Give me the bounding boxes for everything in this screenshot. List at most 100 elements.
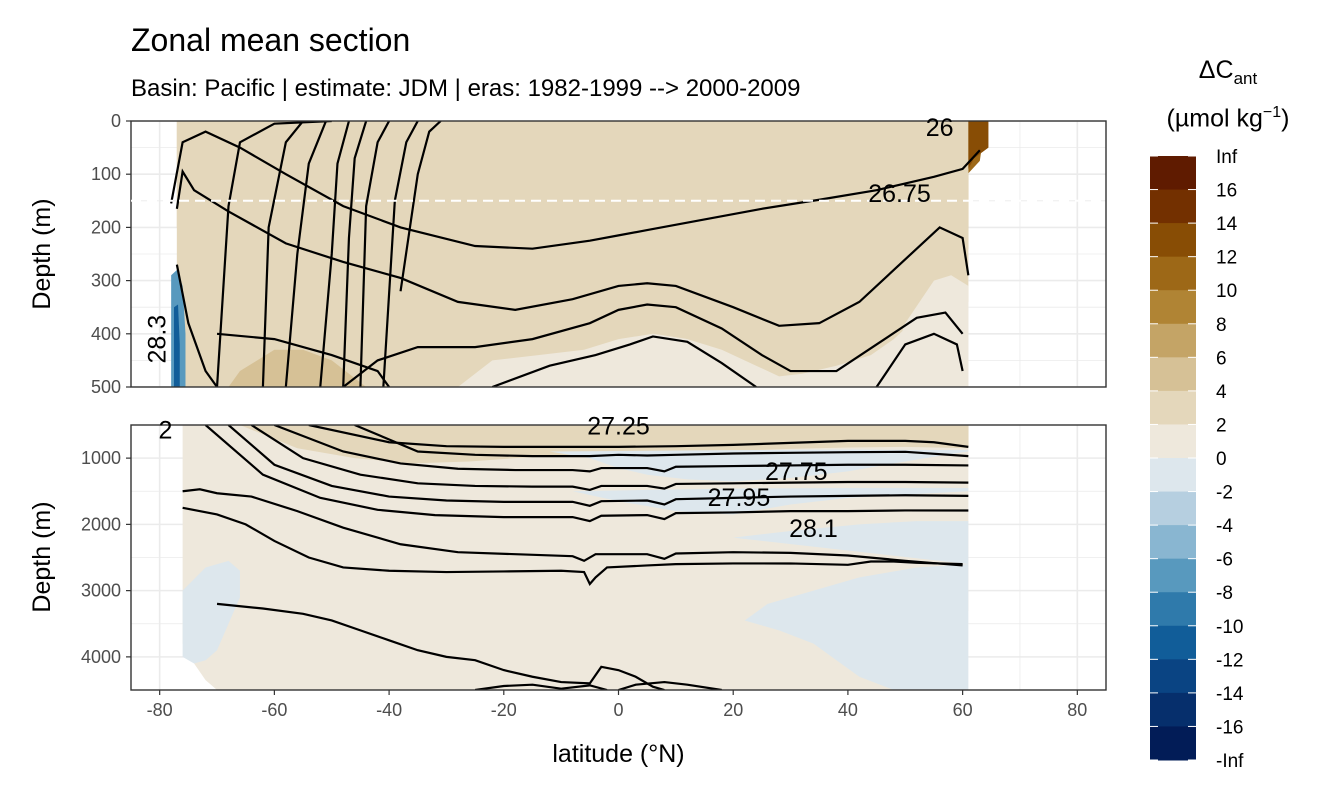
colorbar-label: 6 [1216, 348, 1227, 369]
x-tick-label: -20 [491, 700, 517, 720]
colorbar-swatch [1150, 525, 1196, 560]
isopycnal-line [175, 168, 970, 327]
isopycnal-line [182, 488, 963, 567]
x-tick-label: 80 [1067, 700, 1087, 720]
legend-unit: (µmol kg−1) [1128, 104, 1328, 133]
colorbar-swatch [1150, 189, 1196, 224]
y-tick-label: 300 [91, 271, 121, 291]
y-axis-label-lower: Depth (m) [28, 501, 56, 612]
colorbar-label: -12 [1216, 650, 1243, 671]
colorbar-swatch [1150, 323, 1196, 358]
isopycnal-line [227, 425, 969, 507]
x-tick-label: -60 [261, 700, 287, 720]
isopycnal-line [342, 121, 368, 387]
colorbar-label: -2 [1216, 483, 1233, 504]
colorbar-label: 16 [1216, 181, 1237, 202]
colorbar-labels: Inf 16 14 12 10 8 6 4 2 0 -2 -4 -6 -8 -10 -12 -14 -16 -Inf [1150, 147, 1244, 772]
y-tick-label: 200 [91, 217, 121, 237]
colorbar-swatch [1150, 558, 1196, 593]
colorbar-label: -Inf [1216, 751, 1244, 772]
colorbar-label: 4 [1216, 382, 1227, 403]
y-tick-label: 1000 [81, 448, 121, 468]
x-tick-label: 0 [613, 700, 623, 720]
y-tick-label: 100 [91, 164, 121, 184]
y-axis-label-upper: Depth (m) [28, 198, 56, 309]
isopycnal-line [875, 332, 964, 387]
x-tick-label: 40 [838, 700, 858, 720]
isopycnals [170, 121, 981, 387]
isopycnal-label: 28.3 [143, 315, 171, 364]
y-tick-label: 0 [111, 111, 121, 131]
colorbar-swatch [1150, 726, 1196, 761]
legend-title-main: ΔC [1198, 56, 1234, 84]
field-negative-core [174, 304, 180, 387]
legend-unit-sup: −1 [1262, 104, 1282, 121]
colorbar-label: -10 [1216, 617, 1243, 638]
field-band-2 [882, 275, 969, 387]
isopycnal-line [308, 425, 969, 448]
colorbar-swatch [1150, 424, 1196, 459]
isopycnal-label: 26 [926, 114, 954, 142]
isopycnal-label: 27.25 [587, 412, 650, 440]
y-tick-label: 3000 [81, 581, 121, 601]
colorbar-label: 0 [1216, 449, 1227, 470]
isopycnal-line [319, 121, 351, 387]
legend-unit-main: (µmol kg [1166, 104, 1263, 133]
field-band-2 [492, 333, 768, 387]
chart-title: Zonal mean section [131, 22, 411, 58]
x-tick-label: -40 [376, 700, 402, 720]
field-band-4 [176, 121, 969, 387]
legend-title-sub: ant [1233, 69, 1258, 88]
x-tick-label: 20 [723, 700, 743, 720]
colorbar-swatch [1150, 458, 1196, 493]
colorbar-label: Inf [1216, 147, 1238, 168]
isopycnal-line [491, 335, 757, 387]
isopycnals [182, 425, 969, 690]
legend-title: ΔCant [1128, 56, 1328, 89]
isopycnal-label: 27.75 [765, 458, 828, 486]
colorbar-swatch [1150, 625, 1196, 660]
isopycnal-line [354, 425, 969, 458]
isopycnal-line [284, 121, 328, 387]
isopycnal-line [359, 121, 391, 387]
colorbar-label: 14 [1216, 214, 1238, 235]
isopycnal-line [250, 425, 969, 492]
colorbar-label: -4 [1216, 516, 1233, 537]
isopycnal-line [273, 425, 969, 473]
colorbar-label: -6 [1216, 550, 1233, 571]
isopycnal-line [182, 506, 963, 586]
colorbar-swatch [1150, 156, 1196, 191]
x-axis-label: latitude (°N) [552, 740, 684, 768]
colorbar-label: 8 [1216, 315, 1227, 336]
x-tick-label: -80 [147, 700, 173, 720]
isopycnal-label: 26.75 [868, 180, 931, 208]
colorbar-swatch [1150, 390, 1196, 425]
colorbar-swatch [1150, 357, 1196, 392]
colorbar-swatch [1150, 491, 1196, 526]
y-tick-label: 500 [91, 377, 121, 397]
chart-subtitle: Basin: Pacific | estimate: JDM | eras: 1… [131, 75, 801, 102]
isopycnal-line [175, 264, 218, 387]
isopycnal-line [618, 680, 722, 690]
y-tick-label: 4000 [81, 647, 121, 667]
section-field [171, 121, 989, 387]
legend-unit-close: ) [1281, 104, 1290, 133]
colorbar-label: -8 [1216, 583, 1233, 604]
isopycnal-line [170, 130, 981, 250]
colorbar-swatch [1150, 692, 1196, 727]
colorbar-label: -14 [1216, 684, 1244, 705]
colorbar-swatch [1150, 592, 1196, 627]
y-tick-label: 400 [91, 324, 121, 344]
panel-border [130, 120, 1107, 388]
colorbar-swatch [1150, 223, 1196, 258]
isopycnal-label: 28.1 [789, 515, 838, 543]
colorbar-swatch [1150, 659, 1196, 694]
isopycnal-line [382, 121, 419, 387]
isopycnal-line [342, 303, 964, 387]
isopycnal-line [204, 425, 969, 523]
colorbar-label: 2 [1216, 415, 1227, 436]
colorbar-label: 12 [1216, 248, 1237, 269]
colorbar-swatch [1150, 256, 1196, 291]
